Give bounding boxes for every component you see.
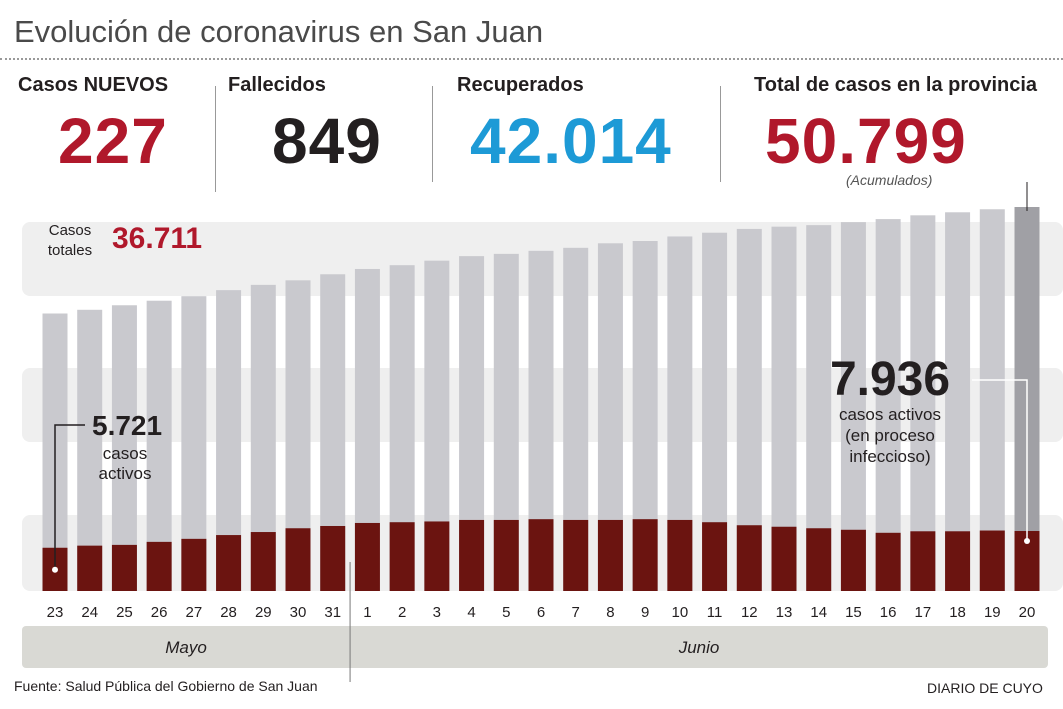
stat-value: 227 bbox=[58, 105, 168, 177]
month-label: Junio bbox=[678, 638, 720, 657]
x-tick-label: 16 bbox=[880, 604, 897, 621]
active-bar bbox=[459, 519, 485, 591]
separator bbox=[720, 86, 721, 182]
active-bar bbox=[493, 519, 519, 591]
x-tick-label: 26 bbox=[151, 604, 168, 621]
x-tick-label: 29 bbox=[255, 604, 272, 621]
active-bar bbox=[181, 538, 207, 591]
total-bar bbox=[875, 219, 901, 592]
total-bar bbox=[840, 222, 866, 592]
active-bar bbox=[216, 535, 242, 591]
active-bar bbox=[910, 531, 936, 591]
stat-label: Casos NUEVOS bbox=[18, 74, 169, 96]
x-tick-label: 7 bbox=[572, 604, 580, 621]
series-name: Casos totales bbox=[28, 221, 112, 261]
stat-value: 42.014 bbox=[470, 105, 672, 177]
active-bar bbox=[771, 526, 797, 591]
leader-line bbox=[54, 424, 85, 570]
x-tick-label: 1 bbox=[363, 604, 371, 621]
x-tick-label: 10 bbox=[672, 604, 689, 621]
active-bar bbox=[945, 531, 971, 591]
value-label: 5.721 bbox=[92, 410, 163, 441]
stat-label: Recuperados bbox=[457, 74, 584, 96]
active-bar bbox=[389, 522, 415, 591]
active-bar bbox=[597, 519, 623, 591]
value-label: 7.936 bbox=[829, 353, 951, 406]
x-tick-label: 18 bbox=[949, 604, 966, 621]
active-bar bbox=[250, 532, 276, 591]
active-bar bbox=[354, 522, 380, 591]
x-tick-label: 8 bbox=[606, 604, 614, 621]
x-tick-label: 3 bbox=[433, 604, 441, 621]
active-bar bbox=[667, 519, 693, 591]
stat-value: 50.799 bbox=[765, 105, 967, 177]
x-tick-label: 24 bbox=[81, 604, 98, 621]
active-bar bbox=[146, 541, 172, 591]
x-tick-label: 25 bbox=[116, 604, 133, 621]
series-label: casos activos bbox=[98, 444, 152, 483]
x-tick-label: 17 bbox=[915, 604, 932, 621]
x-tick-label: 4 bbox=[467, 604, 475, 621]
active-bar bbox=[702, 522, 728, 591]
x-tick-label: 6 bbox=[537, 604, 545, 621]
stat-label: Total de casos en la provincia bbox=[754, 74, 1038, 96]
title: Evolución de coronavirus en San Juan bbox=[14, 14, 544, 49]
active-bar bbox=[563, 519, 589, 591]
active-bar bbox=[528, 519, 554, 591]
x-tick-label: 23 bbox=[47, 604, 64, 621]
x-tick-label: 11 bbox=[707, 604, 723, 621]
active-bar bbox=[840, 529, 866, 591]
total-bar bbox=[111, 305, 137, 591]
x-tick-label: 28 bbox=[220, 604, 237, 621]
active-bar bbox=[424, 521, 450, 591]
x-tick-label: 27 bbox=[186, 604, 203, 621]
leader-line bbox=[972, 379, 1028, 542]
value-label: 36.711 bbox=[112, 222, 203, 255]
series-label: Casos totales bbox=[47, 222, 93, 259]
total-bar bbox=[910, 215, 936, 592]
active-bar bbox=[979, 530, 1005, 591]
active-bar bbox=[285, 528, 311, 591]
x-tick-label: 13 bbox=[776, 604, 793, 621]
x-tick-label: 20 bbox=[1019, 604, 1036, 621]
active-bar bbox=[111, 544, 137, 591]
stat-note: (Acumulados) bbox=[846, 172, 933, 188]
total-bar bbox=[77, 309, 103, 591]
active-bar bbox=[806, 528, 832, 591]
active-bar bbox=[736, 525, 762, 591]
x-tick-label: 30 bbox=[290, 604, 307, 621]
credit: DIARIO DE CUYO bbox=[927, 680, 1043, 696]
source: Fuente: Salud Pública del Gobierno de Sa… bbox=[14, 678, 318, 694]
stat-value: 849 bbox=[272, 105, 382, 177]
active-bar bbox=[320, 525, 346, 591]
separator bbox=[432, 86, 433, 182]
month-band bbox=[22, 626, 1048, 668]
annotation: (en proceso infeccioso) bbox=[845, 426, 935, 466]
x-tick-label: 31 bbox=[324, 604, 341, 621]
x-tick-label: 9 bbox=[641, 604, 649, 621]
month-label: Mayo bbox=[165, 638, 207, 657]
x-tick-label: 5 bbox=[502, 604, 510, 621]
series-label: casos activos bbox=[838, 405, 942, 424]
total-bar bbox=[945, 212, 971, 592]
total-bar bbox=[979, 209, 1005, 592]
active-bar bbox=[875, 532, 901, 591]
x-tick-label: 12 bbox=[741, 604, 758, 621]
x-tick-label: 19 bbox=[984, 604, 1001, 621]
x-tick-label: 2 bbox=[398, 604, 406, 621]
x-tick-label: 14 bbox=[810, 604, 827, 621]
leader-dot bbox=[1024, 538, 1030, 545]
leader-dot bbox=[52, 566, 58, 573]
x-tick-label: 15 bbox=[845, 604, 862, 621]
divider bbox=[0, 58, 1063, 60]
separator bbox=[215, 86, 216, 192]
stat-label: Fallecidos bbox=[228, 74, 326, 96]
active-bar bbox=[77, 545, 103, 591]
annotation-block: casos activos (en proceso infeccioso) bbox=[822, 404, 958, 467]
active-bar bbox=[632, 519, 658, 591]
